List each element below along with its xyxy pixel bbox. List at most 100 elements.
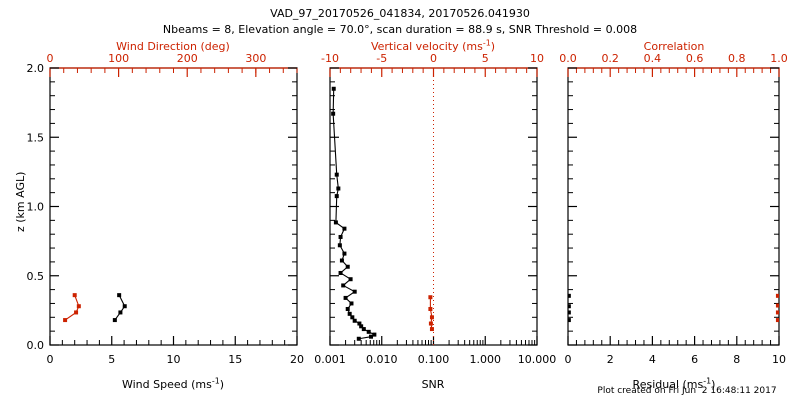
data-point xyxy=(775,310,779,315)
top-x-tick-label: 10 xyxy=(530,52,544,65)
data-line xyxy=(64,294,80,321)
data-point xyxy=(775,318,779,323)
right-panel: 0 2 4 6 8 10 0.0 0.2 0.4 0.6 0.8 1.0 xyxy=(559,52,788,366)
data-point xyxy=(359,324,364,329)
x-tick-label: 10 xyxy=(772,353,786,366)
left-panel-bottom-ticks: 0 5 10 15 20 xyxy=(47,336,304,366)
data-point xyxy=(568,318,571,323)
data-point xyxy=(568,304,571,309)
middle-panel-frame xyxy=(329,67,538,346)
left-panel-series-1 xyxy=(112,293,127,323)
middle-panel-y-ticks xyxy=(330,67,537,346)
data-point xyxy=(345,306,350,311)
figure-subtitle: Nbeams = 8, Elevation angle = 70.0°, sca… xyxy=(162,23,638,36)
data-point xyxy=(348,277,353,282)
top-x-tick-label: 0.4 xyxy=(644,52,662,65)
data-point xyxy=(112,318,117,323)
right-panel-top-axis-label: Correlation xyxy=(643,40,705,53)
data-point xyxy=(334,172,339,177)
top-x-tick-label: 0.6 xyxy=(686,52,704,65)
data-point xyxy=(369,334,374,339)
data-line xyxy=(114,294,126,321)
right-panel-bottom-ticks: 0 2 4 6 8 10 xyxy=(565,336,786,366)
left-panel-top-axis-label: Wind Direction (deg) xyxy=(116,40,230,53)
x-tick-label: 10.000 xyxy=(518,353,557,366)
top-x-tick-label: 0.8 xyxy=(728,52,746,65)
right-panel-top-ticks: 0.0 0.2 0.4 0.6 0.8 1.0 xyxy=(559,52,788,77)
middle-panel-bottom-ticks: 0.001 0.010 0.100 1.000 10.000 xyxy=(314,336,556,366)
data-point xyxy=(342,251,347,256)
data-point xyxy=(338,234,343,239)
right-panel-y-ticks xyxy=(568,67,779,346)
top-x-tick-label: -5 xyxy=(376,52,387,65)
x-tick-label: 1.000 xyxy=(470,353,502,366)
data-point xyxy=(350,315,355,320)
data-point xyxy=(331,111,336,116)
middle-panel-x-axis-label: SNR xyxy=(421,378,445,391)
top-x-tick-label: 0 xyxy=(47,52,54,65)
data-point xyxy=(343,295,348,300)
top-x-tick-label: 300 xyxy=(245,52,266,65)
data-point xyxy=(334,194,339,199)
y-axis-label: z (km AGL) xyxy=(14,171,27,232)
left-panel-x-axis-label: Wind Speed (ms-1) xyxy=(121,376,225,391)
data-point xyxy=(428,321,433,326)
middle-panel-series-1 xyxy=(331,86,377,341)
right-panel-frame xyxy=(567,67,780,346)
top-x-tick-label: 0.0 xyxy=(559,52,577,65)
data-point xyxy=(428,295,433,300)
data-point xyxy=(775,303,779,308)
data-line xyxy=(332,88,376,340)
x-tick-label: 0.100 xyxy=(418,353,450,366)
data-point xyxy=(428,306,433,311)
data-point xyxy=(372,332,377,337)
middle-panel-top-axis-label: Vertical velocity (ms-1) xyxy=(370,38,496,53)
data-point xyxy=(352,289,357,294)
left-panel-series-2 xyxy=(63,293,81,323)
top-x-tick-label: 1.0 xyxy=(770,52,788,65)
middle-panel-top-ticks: -10 -5 0 5 10 xyxy=(321,52,544,77)
data-point xyxy=(76,304,81,309)
x-tick-label: 0 xyxy=(565,353,572,366)
middle-panel: 0.001 0.010 0.100 1.000 10.000 -10 -5 0 5 10 xyxy=(314,52,556,366)
figure-title: VAD_97_20170526_041834, 20170526.041930 xyxy=(270,7,530,20)
data-point xyxy=(429,327,434,332)
right-panel-series-2 xyxy=(775,293,779,323)
data-point xyxy=(74,310,79,315)
left-panel-y-ticks: 0.0 0.5 1.0 1.5 2.0 xyxy=(27,62,297,352)
data-point xyxy=(336,186,341,191)
x-tick-label: 5 xyxy=(108,353,115,366)
x-tick-label: 20 xyxy=(290,353,304,366)
x-tick-label: 4 xyxy=(649,353,656,366)
y-tick-label: 0.5 xyxy=(27,270,45,283)
data-point xyxy=(352,318,357,323)
top-x-tick-label: 5 xyxy=(482,52,489,65)
data-point xyxy=(366,329,371,334)
plot-created-footer: Plot created on Fri Jun 2 16:48:11 2017 xyxy=(597,386,777,396)
top-x-tick-label: 0 xyxy=(430,52,437,65)
x-tick-label: 2 xyxy=(607,353,614,366)
data-point xyxy=(342,226,347,231)
data-point xyxy=(118,310,123,315)
middle-panel-series-2 xyxy=(428,295,434,332)
top-x-tick-label: -10 xyxy=(321,52,339,65)
data-point xyxy=(345,264,350,269)
right-panel-series-1 xyxy=(568,293,571,323)
x-tick-label: 0 xyxy=(47,353,54,366)
top-x-tick-label: 100 xyxy=(108,52,129,65)
x-tick-label: 6 xyxy=(691,353,698,366)
x-tick-label: 15 xyxy=(228,353,242,366)
right-panel-x-axis-label: Residual (ms-1) xyxy=(632,376,716,391)
y-tick-label: 0.0 xyxy=(27,339,45,352)
data-point xyxy=(429,315,434,320)
data-point xyxy=(349,301,354,306)
y-tick-label: 2.0 xyxy=(27,62,45,75)
top-x-tick-label: 0.2 xyxy=(601,52,619,65)
data-point xyxy=(337,243,342,248)
data-point xyxy=(338,270,343,275)
data-point xyxy=(357,321,362,326)
data-point xyxy=(568,310,571,315)
data-point xyxy=(568,293,571,298)
data-point xyxy=(122,304,127,309)
